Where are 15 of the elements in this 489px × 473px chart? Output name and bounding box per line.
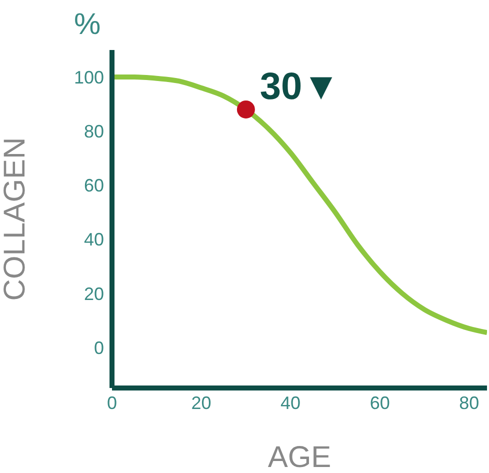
x-tick-label: 20 <box>191 392 212 413</box>
y-tick-label: 0 <box>94 338 104 358</box>
x-tick-label: 40 <box>280 392 301 413</box>
y-tick-label: 100 <box>74 67 104 88</box>
x-tick-label: 80 <box>459 392 480 413</box>
text: % <box>74 8 101 42</box>
x-tick-label: 60 <box>370 392 390 413</box>
x-tick-label: 0 <box>106 392 118 413</box>
y-tick-label: 80 <box>84 122 104 142</box>
y-tick-label: 40 <box>84 230 104 250</box>
y-axis-title: COLLAGEN <box>0 137 32 301</box>
annotation: 30▼ <box>260 66 340 108</box>
x-axis-title: AGE <box>268 441 332 473</box>
y-tick-label: 60 <box>84 176 104 196</box>
y-tick-label: 20 <box>84 284 104 304</box>
